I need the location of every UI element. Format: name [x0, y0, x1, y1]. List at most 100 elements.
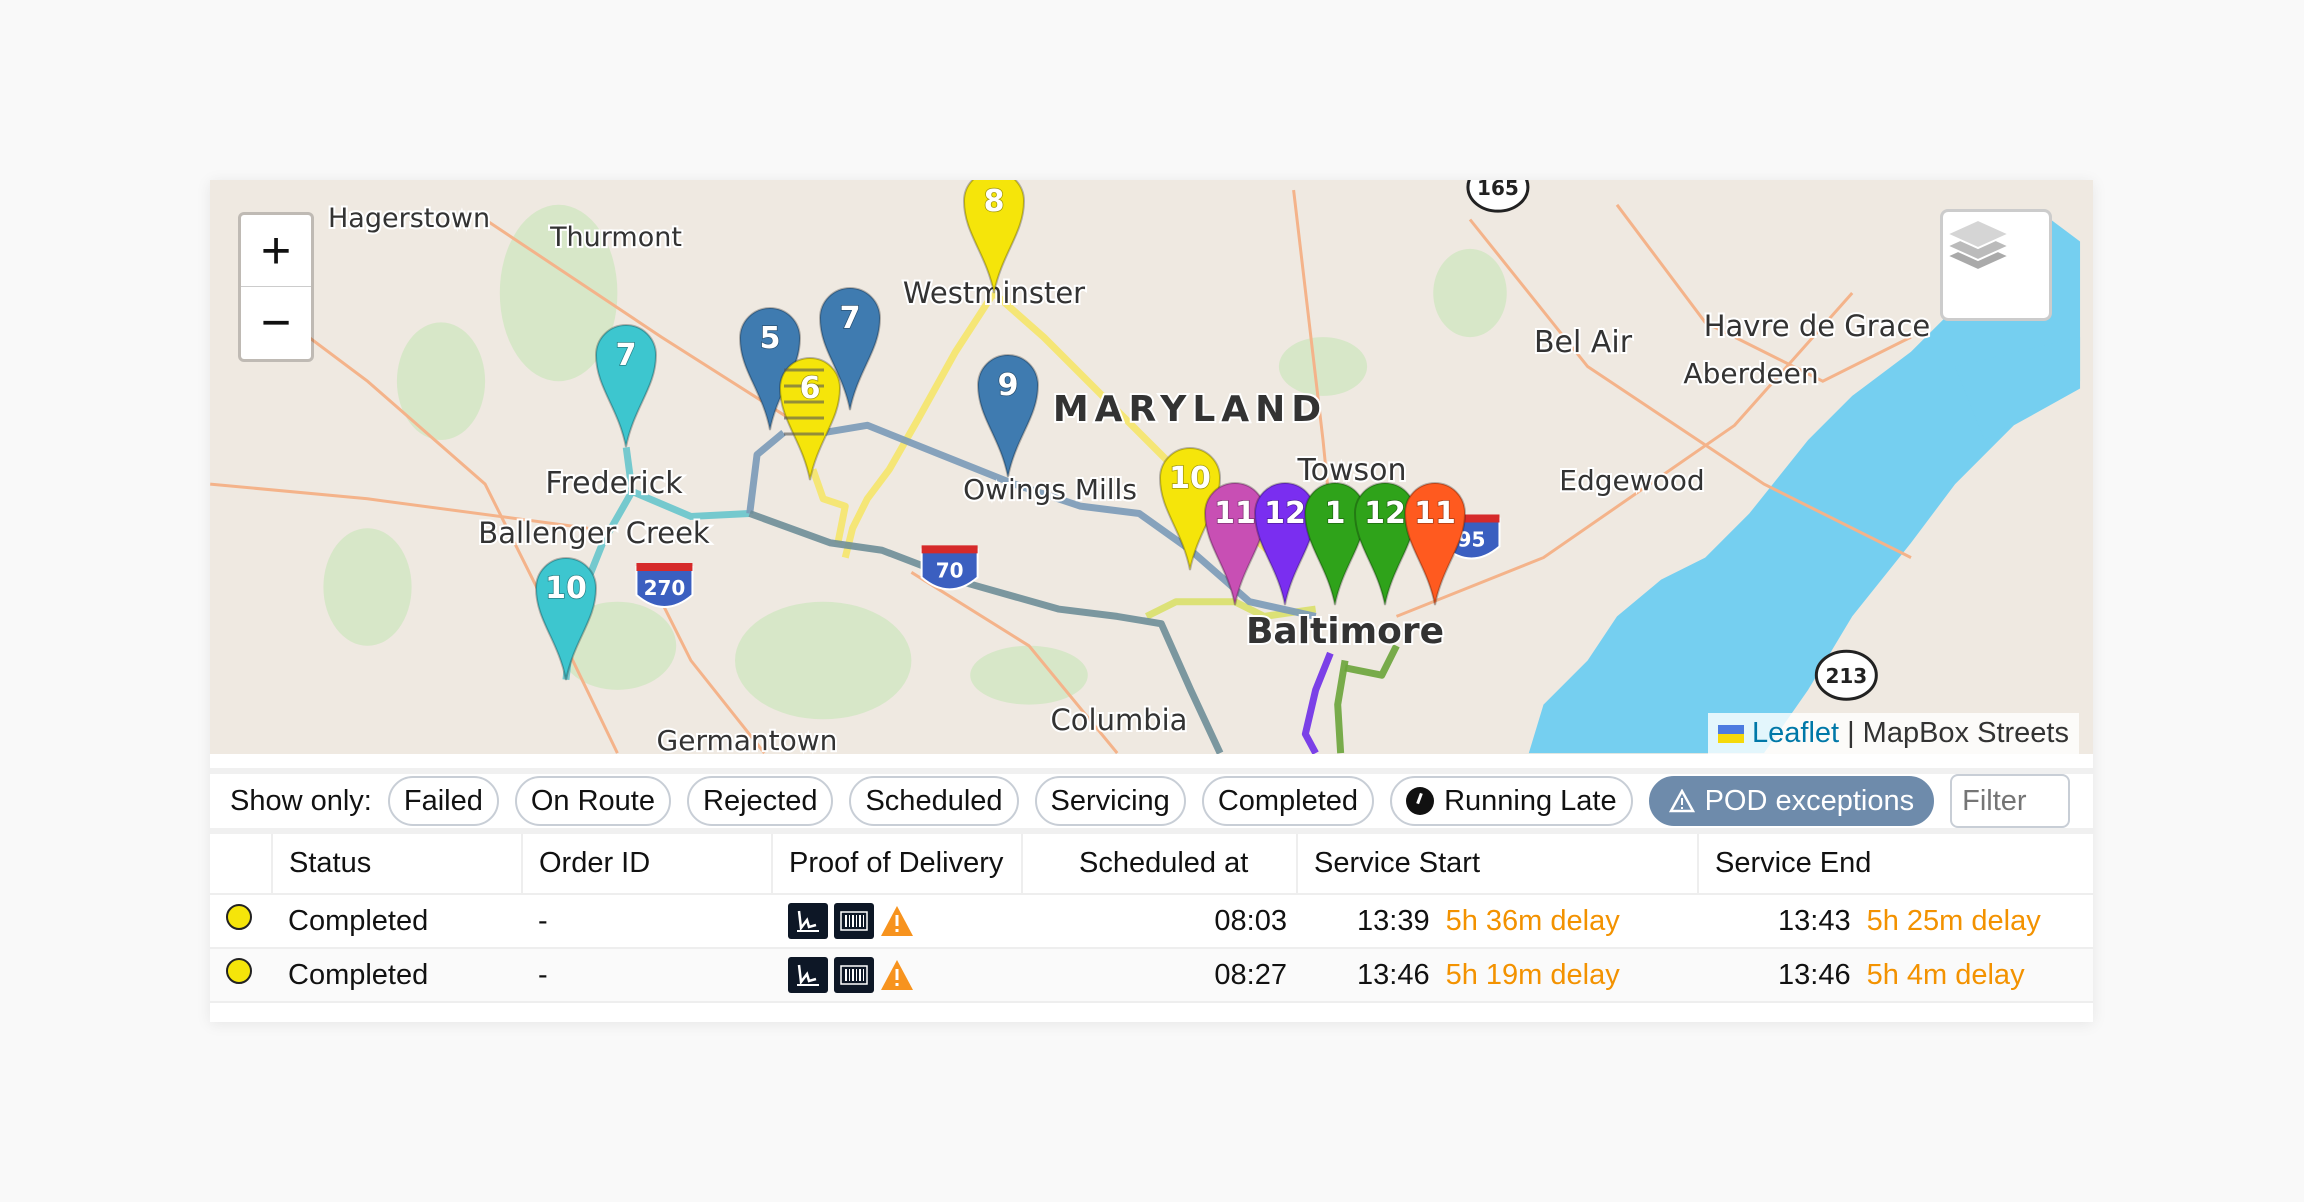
map-marker[interactable]: 7: [818, 287, 882, 411]
warning-icon[interactable]: [880, 904, 914, 938]
place-label: Havre de Grace: [1704, 309, 1931, 343]
route-line: [1301, 651, 1334, 754]
marker-label: 6: [800, 371, 821, 406]
map-marker[interactable]: 12: [1253, 482, 1317, 606]
filter-failed[interactable]: Failed: [387, 776, 499, 826]
filter-rejected[interactable]: Rejected: [687, 776, 834, 826]
service-start-time: 13:46: [1357, 958, 1430, 991]
show-only-label: Show only:: [230, 784, 372, 817]
status-cell: Completed: [272, 893, 522, 948]
column-header-indicator: [210, 834, 272, 894]
column-header-order-id[interactable]: Order ID: [521, 834, 772, 894]
park-area: [1278, 337, 1368, 396]
barcode-icon[interactable]: [834, 957, 874, 993]
signature-icon[interactable]: [788, 957, 828, 993]
zoom-out-button[interactable]: −: [260, 294, 292, 352]
service-start-cell: 13:46 5h 19m delay: [1297, 947, 1698, 1003]
leaflet-link[interactable]: Leaflet: [1752, 717, 1840, 749]
marker-pin: [962, 180, 1026, 294]
shield-top: [921, 545, 978, 554]
marker-pin: [818, 287, 882, 411]
table-row[interactable]: Completed - 08:03 13:39 5h 36m delay 13:4…: [210, 893, 2093, 948]
park-area: [323, 528, 412, 646]
map-marker[interactable]: 11: [1203, 482, 1267, 606]
map-marker[interactable]: 10: [534, 557, 598, 681]
marker-label: 12: [1264, 496, 1306, 531]
barcode-icon[interactable]: [834, 903, 874, 939]
map-marker[interactable]: 7: [594, 324, 658, 448]
column-header-pod[interactable]: Proof of Delivery: [771, 834, 1022, 894]
stops-table: Status Order ID Proof of Delivery Schedu…: [210, 834, 2093, 1003]
map-canvas[interactable]: HagerstownThurmontWestminsterMARYLANDBel…: [210, 180, 2093, 754]
service-start-cell: 13:39 5h 36m delay: [1297, 893, 1698, 948]
place-label: Columbia: [1051, 703, 1188, 737]
marker-label: 7: [616, 338, 637, 373]
route-line: [1334, 659, 1349, 754]
map-marker[interactable]: 8: [962, 180, 1026, 294]
map-marker[interactable]: 10: [1158, 447, 1222, 571]
filter-on-route[interactable]: On Route: [514, 776, 671, 826]
scheduled-at-cell: 08:27: [1022, 947, 1297, 1003]
warning-icon: [1668, 789, 1695, 813]
marker-pin: [1403, 482, 1467, 606]
place-label: Owings Mills: [963, 473, 1137, 506]
filter-label: On Route: [530, 784, 655, 817]
scheduled-at-cell: 08:03: [1022, 893, 1297, 948]
map[interactable]: HagerstownThurmontWestminsterMARYLANDBel…: [210, 180, 2093, 754]
signature-icon[interactable]: [788, 903, 828, 939]
marker-pin: [976, 354, 1040, 478]
filter-pod-exceptions[interactable]: POD exceptions: [1648, 776, 1935, 826]
marker-label: 12: [1364, 496, 1406, 531]
filter-running-late[interactable]: Running Late: [1390, 776, 1633, 826]
road: [910, 571, 1119, 754]
attribution-separator: |: [1847, 717, 1855, 749]
column-header-status[interactable]: Status: [271, 834, 522, 894]
column-header-service-start[interactable]: Service Start: [1296, 834, 1698, 894]
place-label: Edgewood: [1559, 464, 1704, 497]
warning-icon[interactable]: [880, 958, 914, 992]
map-marker[interactable]: 6: [778, 357, 842, 481]
filter-bar: Show only: Failed On Route Rejected Sche…: [210, 768, 2093, 834]
map-marker[interactable]: 11: [1403, 482, 1467, 606]
highway-shield: 270: [635, 563, 694, 608]
order-id-cell: -: [522, 893, 772, 948]
place-label: Aberdeen: [1683, 357, 1818, 390]
shield-shape: [635, 566, 694, 608]
filter-scheduled[interactable]: Scheduled: [849, 776, 1019, 826]
map-marker[interactable]: 12: [1353, 482, 1417, 606]
layers-button[interactable]: [1940, 209, 2052, 321]
park-area: [735, 601, 912, 720]
park-area: [970, 645, 1088, 705]
marker-label: 7: [840, 301, 861, 336]
shield-label: 213: [1825, 664, 1867, 688]
filter-input[interactable]: [1950, 774, 2071, 828]
marker-pin: [1253, 482, 1317, 606]
map-marker[interactable]: 9: [976, 354, 1040, 478]
status-indicator-cell: [210, 893, 272, 948]
column-header-service-end[interactable]: Service End: [1697, 834, 2093, 894]
table-header: Status Order ID Proof of Delivery Schedu…: [210, 834, 2093, 894]
service-end-delay: 5h 4m delay: [1866, 958, 2025, 991]
place-label: Hagerstown: [328, 203, 490, 234]
column-header-scheduled-at[interactable]: Scheduled at: [1021, 834, 1297, 894]
map-marker[interactable]: 5: [738, 307, 802, 431]
filter-servicing[interactable]: Servicing: [1034, 776, 1186, 826]
map-marker[interactable]: 1: [1303, 482, 1367, 606]
status-dot: [226, 904, 252, 930]
marker-label: 11: [1214, 496, 1256, 531]
place-label: Towson: [1296, 453, 1406, 488]
marker-label: 5: [760, 321, 781, 356]
route-line: [746, 429, 786, 514]
filter-completed[interactable]: Completed: [1201, 776, 1375, 826]
pod-cell: [772, 893, 1022, 948]
marker-label: 9: [998, 368, 1019, 403]
marker-pin: [1303, 482, 1367, 606]
shield-shape: [920, 548, 979, 591]
road: [210, 482, 589, 530]
table-row[interactable]: Completed - 08:27 13:46 5h 19m delay 13:4…: [210, 947, 2093, 1003]
service-end-delay: 5h 25m delay: [1866, 904, 2041, 937]
marker-label: 10: [1169, 461, 1211, 496]
shield-top: [636, 563, 693, 571]
filter-label: Scheduled: [865, 784, 1003, 817]
zoom-in-button[interactable]: +: [241, 215, 311, 287]
